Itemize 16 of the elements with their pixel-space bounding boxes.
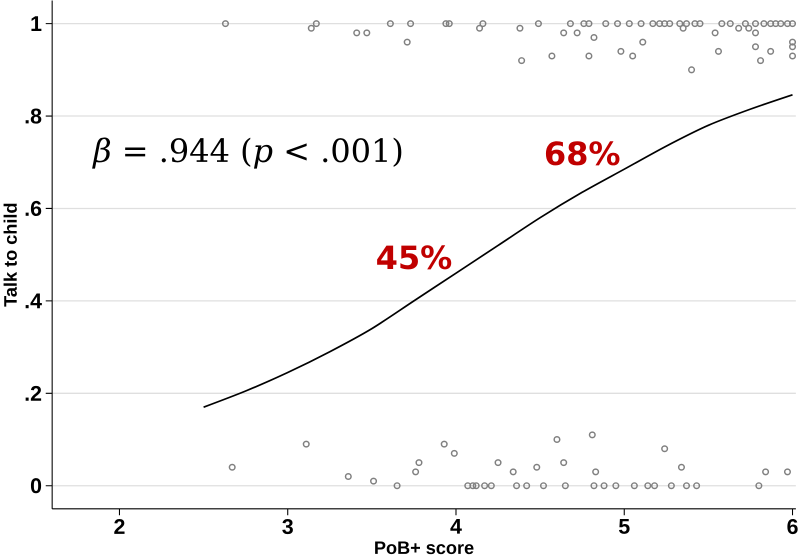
annotation: β = .944 (p < .001)	[92, 138, 402, 169]
x-tick-label: 2	[114, 519, 125, 534]
x-tick-label: 4	[450, 519, 462, 534]
y-tick-label: .4	[26, 294, 42, 308]
annotation: 45%	[377, 245, 452, 270]
y-tick-label: .2	[26, 386, 42, 401]
annotation: 68%	[546, 141, 620, 166]
y-tick-label: 1	[31, 16, 42, 32]
y-axis-title: Talk to child	[4, 204, 17, 307]
x-tick-label: 6	[787, 519, 798, 534]
x-tick-label: 5	[618, 519, 630, 534]
y-tick-label: .8	[26, 108, 42, 124]
y-tick-label: .6	[26, 201, 42, 216]
x-tick-label: 3	[282, 519, 293, 534]
x-axis-title: PoB+ score	[375, 542, 474, 554]
y-tick-label: 0	[30, 478, 42, 494]
